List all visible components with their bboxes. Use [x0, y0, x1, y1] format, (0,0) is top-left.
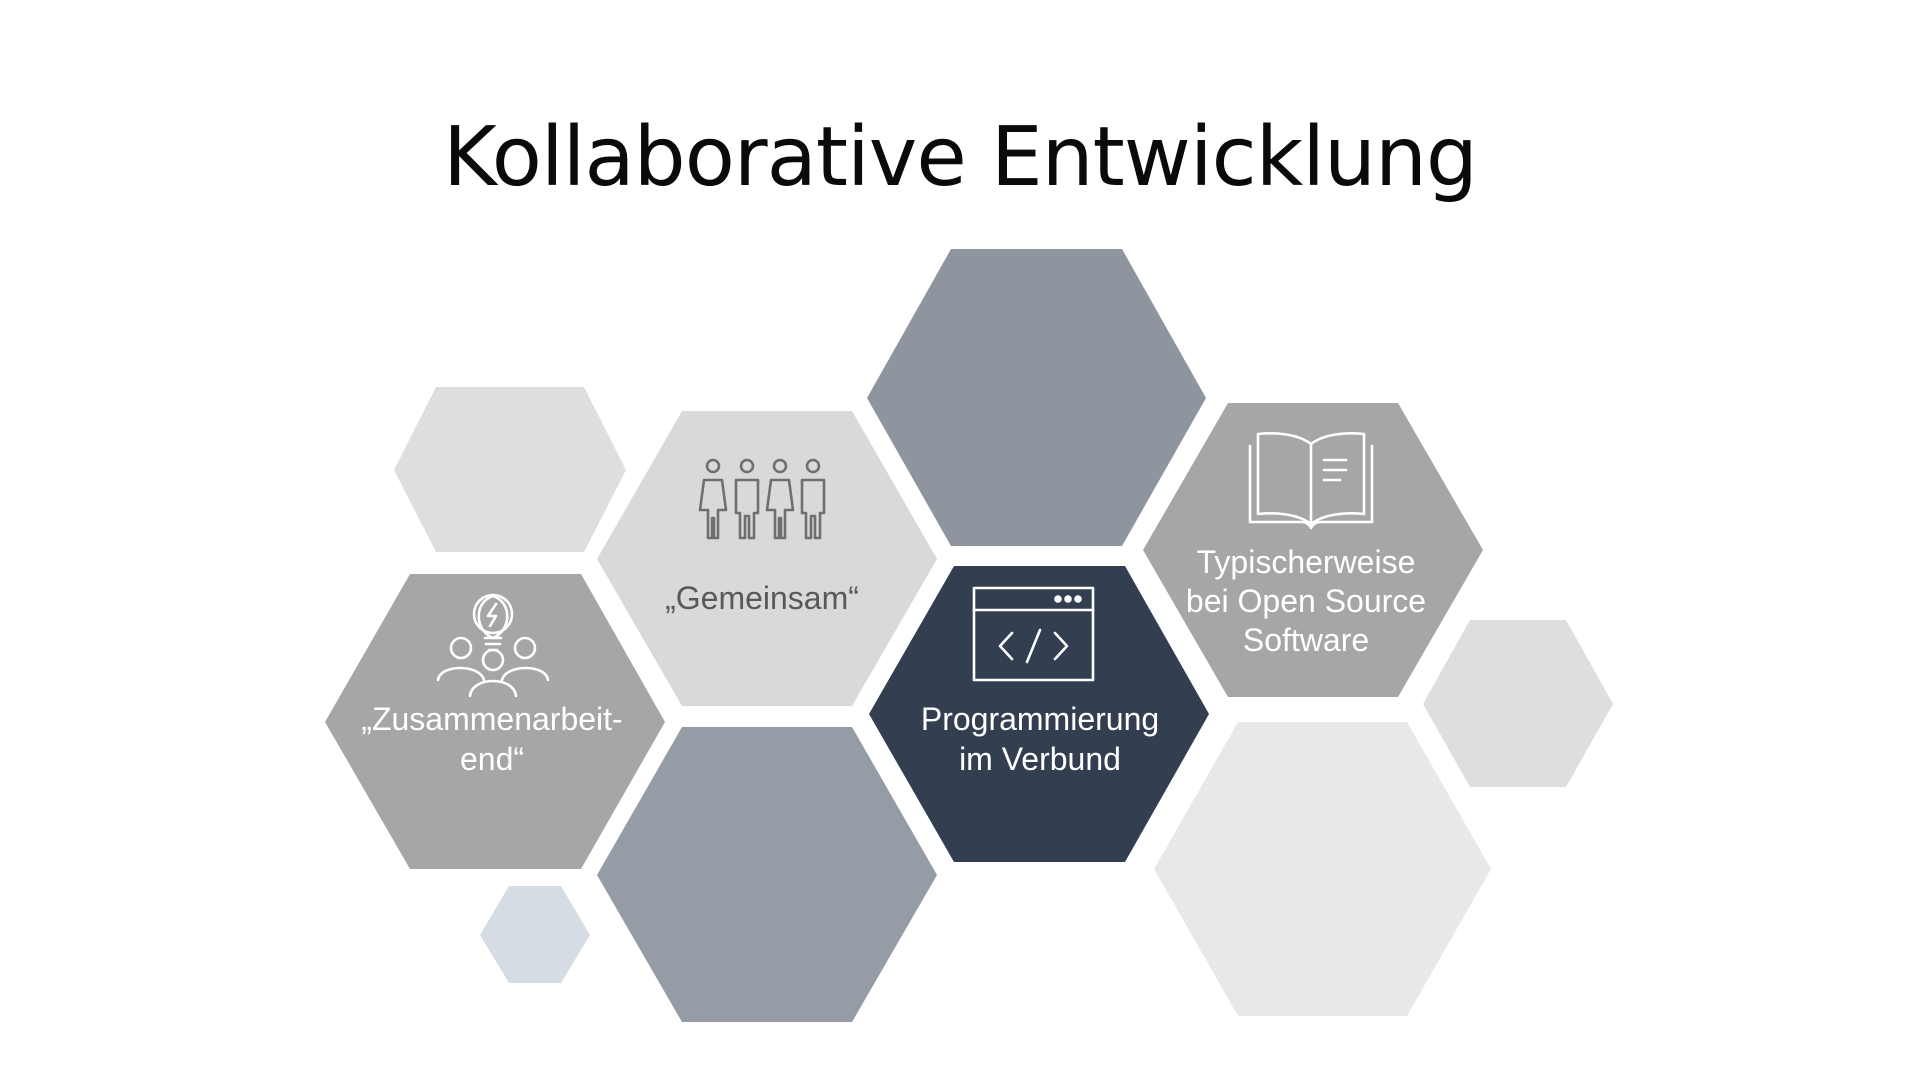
hexagon-programmierung: Programmierung im Verbund	[869, 566, 1209, 862]
decor-hexagon	[1423, 620, 1613, 787]
hexagon-label-line-1: Typischerweise	[1197, 544, 1416, 580]
hexagon-shape	[325, 574, 665, 869]
hexagon-label-line-2: im Verbund	[959, 741, 1121, 777]
hexagon-zusammenarbeitend: „Zusammenarbeit- end“	[325, 574, 665, 869]
decor-hexagon	[1154, 722, 1491, 1016]
slide-title: Kollaborative Entwicklung	[443, 110, 1478, 205]
hexagon-label-line-1: „Zusammenarbeit-	[361, 701, 622, 737]
open-book-icon	[1248, 432, 1374, 530]
hexagon-open-source: Typischerweise bei Open Source Software	[1143, 403, 1483, 697]
code-window-icon	[972, 586, 1095, 682]
decor-hexagon	[480, 886, 590, 983]
hexagon-shape	[1143, 403, 1483, 697]
hexagon-label-line-1: Programmierung	[921, 701, 1159, 737]
hexagon-shape	[597, 411, 937, 706]
group-of-people-icon	[698, 458, 826, 540]
hexagon-shape	[869, 566, 1209, 862]
hexagon-label: „Gemeinsam“	[665, 580, 859, 616]
decor-hexagon	[597, 727, 937, 1022]
decor-hexagon	[867, 249, 1206, 546]
decor-hexagon	[394, 387, 626, 552]
hexagon-gemeinsam: „Gemeinsam“	[597, 411, 937, 706]
hexagon-label-line-2: end“	[460, 741, 524, 777]
hexagon-label-line-2: bei Open Source	[1186, 583, 1426, 619]
hexagon-label-line-3: Software	[1243, 622, 1369, 658]
people-idea-icon	[436, 593, 550, 698]
